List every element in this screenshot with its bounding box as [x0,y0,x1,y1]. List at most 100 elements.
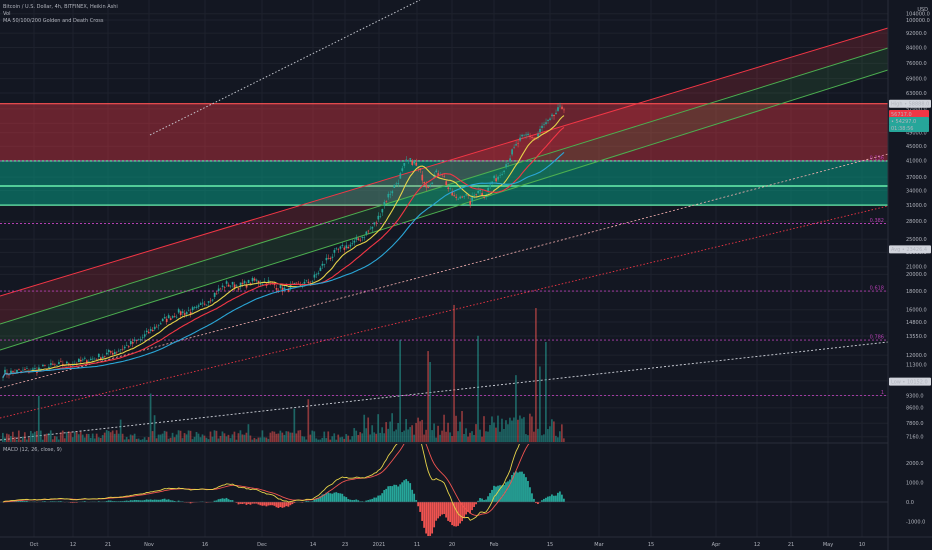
candle-body [373,222,376,225]
macd-histogram-bar [15,500,18,502]
candle-body [407,160,410,162]
macd-histogram-bar [471,502,473,511]
macd-histogram-bar [435,502,438,521]
volume-bar [451,436,453,442]
volume-bar [277,433,280,442]
volume-bar [473,434,475,442]
candle-body [457,198,460,200]
volume-bar [223,433,226,442]
macd-histogram-bar [125,500,128,502]
macd-histogram-bar [391,486,394,502]
volume-legend[interactable]: Vol [3,11,11,17]
candle-body [177,309,180,313]
volume-bar [441,430,443,442]
price-tick-label: 13550.0 [906,334,927,340]
volume-bar [547,429,549,442]
volume-bar [147,437,150,442]
time-tick-label: 21 [105,542,111,548]
ma-legend[interactable]: MA 50/100/200 Golden and Death Cross [3,18,104,24]
volume-bar [171,432,174,442]
candle-body [161,318,164,322]
time-tick-label: 12 [70,542,76,548]
candle-body [463,196,466,198]
volume-bar [23,432,26,442]
macd-histogram-bar [263,502,266,506]
macd-legend[interactable]: MACD (12, 26, close, 9) [3,447,62,453]
volume-bar [365,428,368,442]
candle-body [365,231,368,234]
volume-bar [207,439,210,442]
fib-label-2: 0.618 [870,286,884,292]
macd-histogram-bar [403,480,406,502]
macd-histogram-bar [145,499,148,502]
volume-bar [45,433,48,442]
volume-bar [395,429,397,442]
macd-histogram-bar [305,500,308,502]
volume-bar [325,438,328,442]
volume-bar [187,430,190,442]
volume-bar [511,420,513,442]
volume-bar [341,436,344,442]
volume-bar [437,425,439,442]
macd-histogram-bar [415,499,418,502]
candle-body [489,184,491,187]
macd-histogram-bar [105,501,108,502]
candle-body [283,287,286,290]
volume-bar [523,417,525,442]
candle-body [451,191,454,196]
time-axis[interactable]: Oct 12 21 Nov 16 Dec 14 23 2021 11 20 Feb 15 Mar 15 Apr… [30,542,866,548]
macd-histogram-bar [181,501,184,502]
macd-histogram-bar [497,485,499,502]
volume-bar [517,419,519,442]
candle-body [223,287,226,288]
candle-body [419,168,422,171]
volume-bar [499,431,501,442]
candle-body [131,342,134,344]
candle-body [117,350,120,352]
candle-body [545,122,547,124]
candle-body [375,222,378,224]
symbol-legend[interactable]: Bitcoin / U.S. Dollar, 4h, BITFINEX, Hei… [3,4,118,10]
macd-histogram-bar [113,501,116,502]
volume-bar [289,432,292,442]
candle-body [185,311,188,315]
price-tick-label: 76000.0 [906,61,927,67]
volume-bar [69,431,72,442]
macd-histogram-bar [185,502,188,503]
volume-bar [35,430,38,442]
volume-bar [429,362,431,442]
candle-body [333,249,336,253]
price-tick-label: 7800.0 [906,421,924,427]
macd-histogram-bar [555,495,557,502]
candle-body [505,164,507,168]
volume-bar [417,417,419,442]
macd-histogram-bar [243,502,246,504]
volume-bar [267,438,270,442]
volume-bar [13,436,16,442]
candle-body [341,245,344,246]
macd-histogram-bar [557,492,559,502]
volume-bar [189,430,192,442]
macd-histogram-bar [407,481,410,502]
volume-bar [61,430,64,442]
volume-bar [119,419,122,442]
volume-bar [327,431,330,442]
fib-label-1: 0.382 [870,218,884,224]
volume-bar [477,335,479,442]
candle-body [255,279,258,281]
macd-histogram-bar [83,501,86,502]
candle-body [409,158,412,160]
candle-body [95,359,98,361]
volume-bar [495,427,497,442]
volume-bar [201,434,204,442]
candle-body [405,159,408,162]
candle-body [97,353,100,358]
volume-bar [389,421,392,442]
volume-bar [405,418,407,442]
candle-body [511,149,513,155]
macd-histogram-bar [155,499,158,502]
candle-body [435,170,438,173]
volume-bar [219,435,222,442]
candle-body [321,263,324,266]
